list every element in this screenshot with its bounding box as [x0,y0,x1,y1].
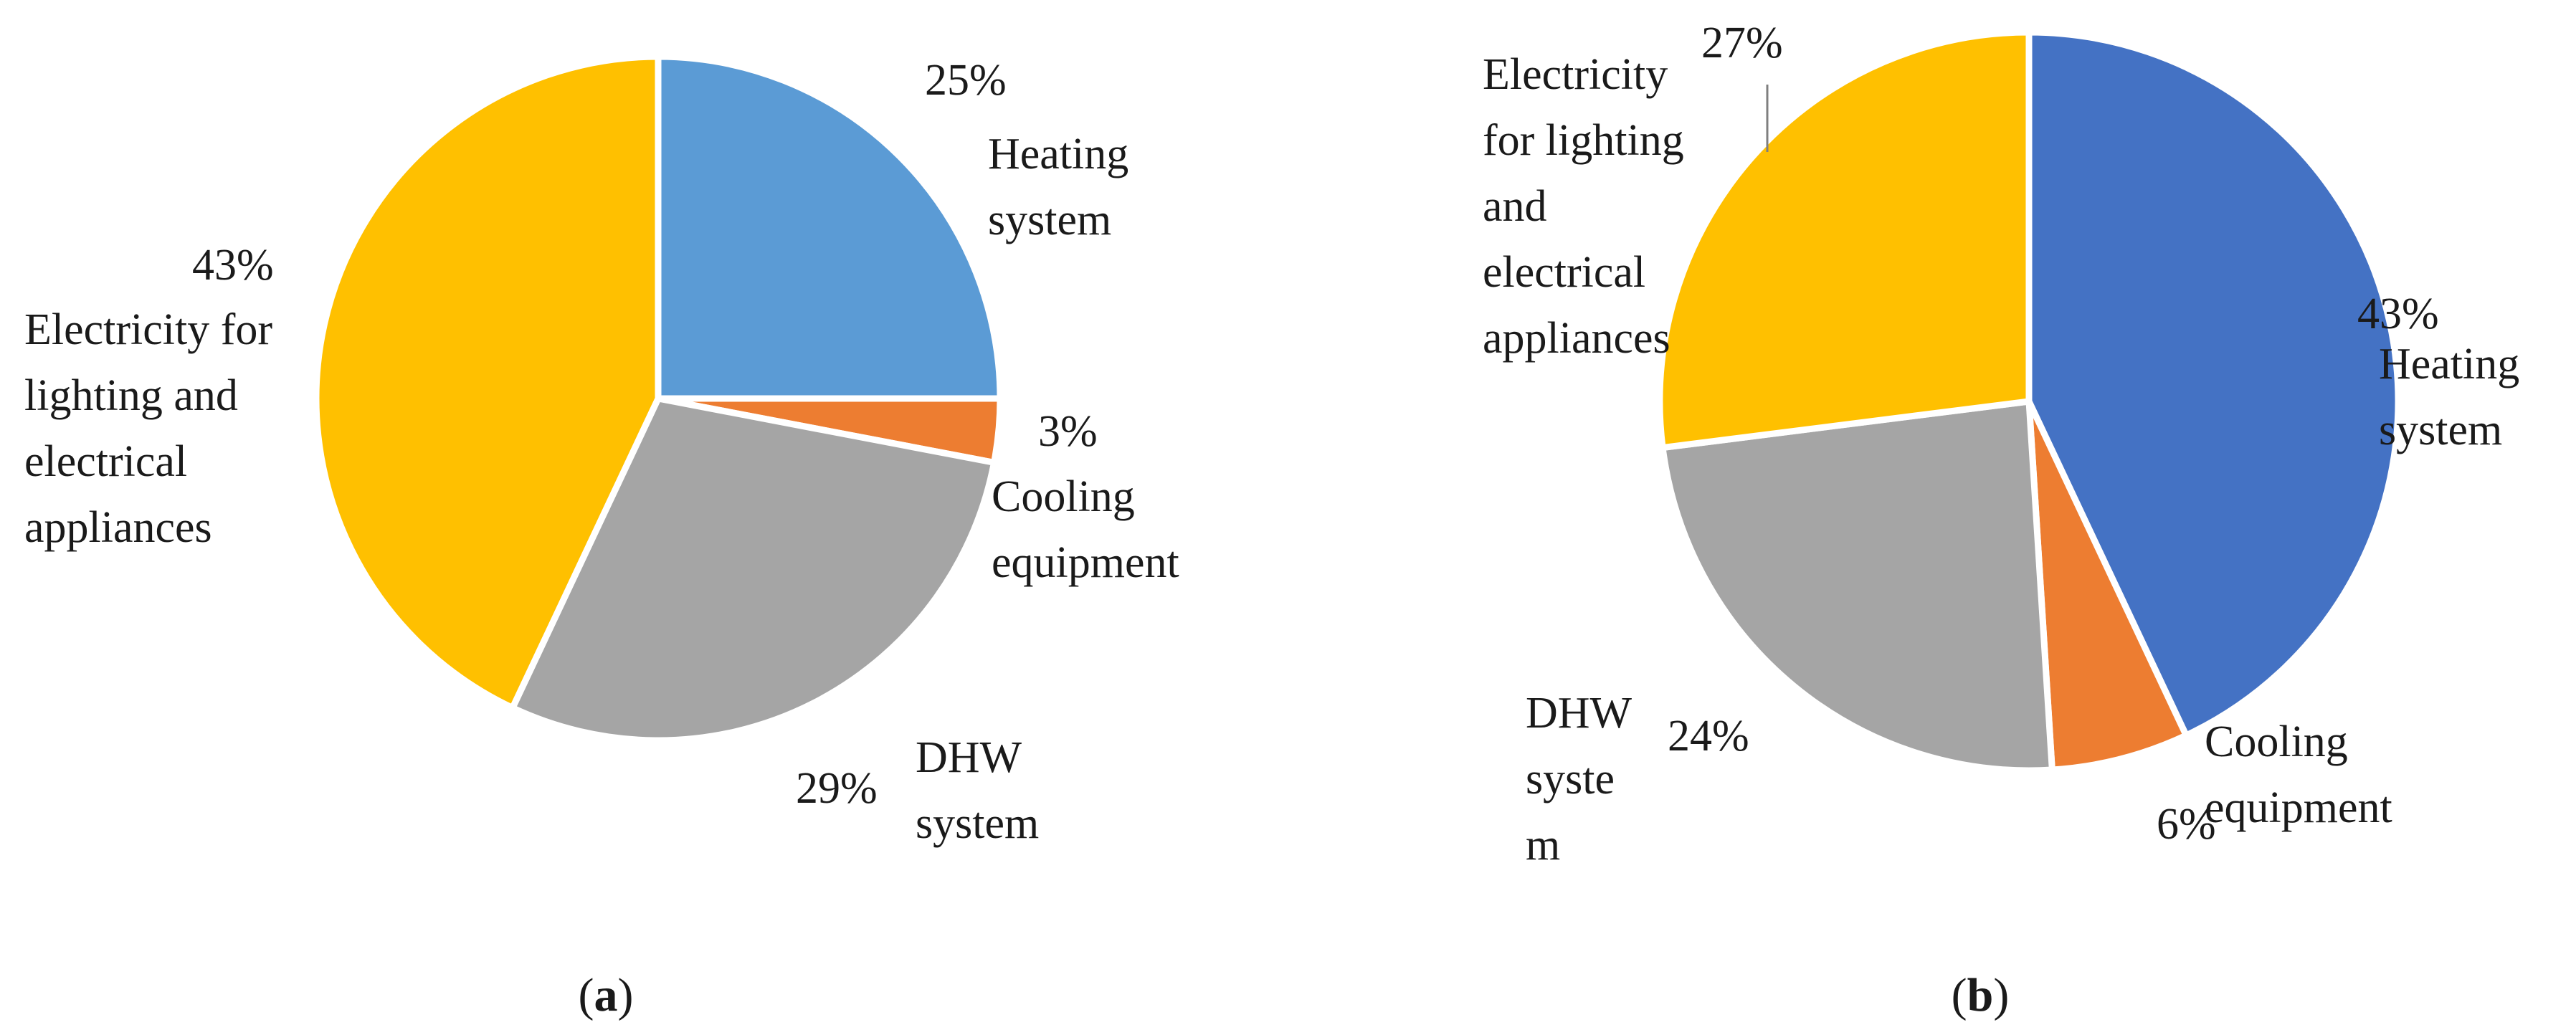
pie-a-value-label-cooling: 3% [1038,407,1098,456]
pie-b-slice-electricity [1656,29,2033,452]
pie-a-category-label-heating: Heating system [988,130,1140,244]
pie-b-category-label-electricity: Electricity for lighting and electrical … [1483,50,1695,363]
pie-b-category-label-heating: Heating system [2379,340,2531,454]
pie-b-category-label-dhw: DHW syste m [1526,689,1642,869]
pie-a-category-label-dhw: DHW system [916,733,1039,848]
pie-b-category-label-cooling: Cooling equipment [2205,717,2392,832]
pie-a-value-label-heating: 25% [925,56,1007,105]
pie-a-category-label-cooling: Cooling equipment [992,472,1179,587]
pie-a-category-label-electricity: Electricity for lighting and electrical … [24,305,284,552]
pie-b-value-label-electricity: 27% [1701,19,1783,67]
pie-b-value-label-cooling: 6% [2157,800,2216,849]
panel-label-b: (b) [1952,969,2010,1021]
panel-label-a: (a) [579,969,634,1021]
pie-b-value-label-heating: 43% [2357,290,2439,338]
pie-a-slice-electricity [313,53,662,712]
pie-a-value-label-electricity: 43% [192,241,274,290]
pie-b-value-label-dhw: 24% [1668,712,1749,760]
pie-b-slice-heating [2025,29,2402,739]
pie-b-slice-dhw [1659,398,2055,774]
pie-a-slice-heating [655,53,1004,402]
pie-chart-b [1656,29,2402,774]
pie-a-value-label-dhw: 29% [796,764,878,813]
pie-chart-a [313,53,1004,744]
pie-b-slice-cooling [2025,398,2190,773]
pie-a-slice-dhw [509,395,998,744]
